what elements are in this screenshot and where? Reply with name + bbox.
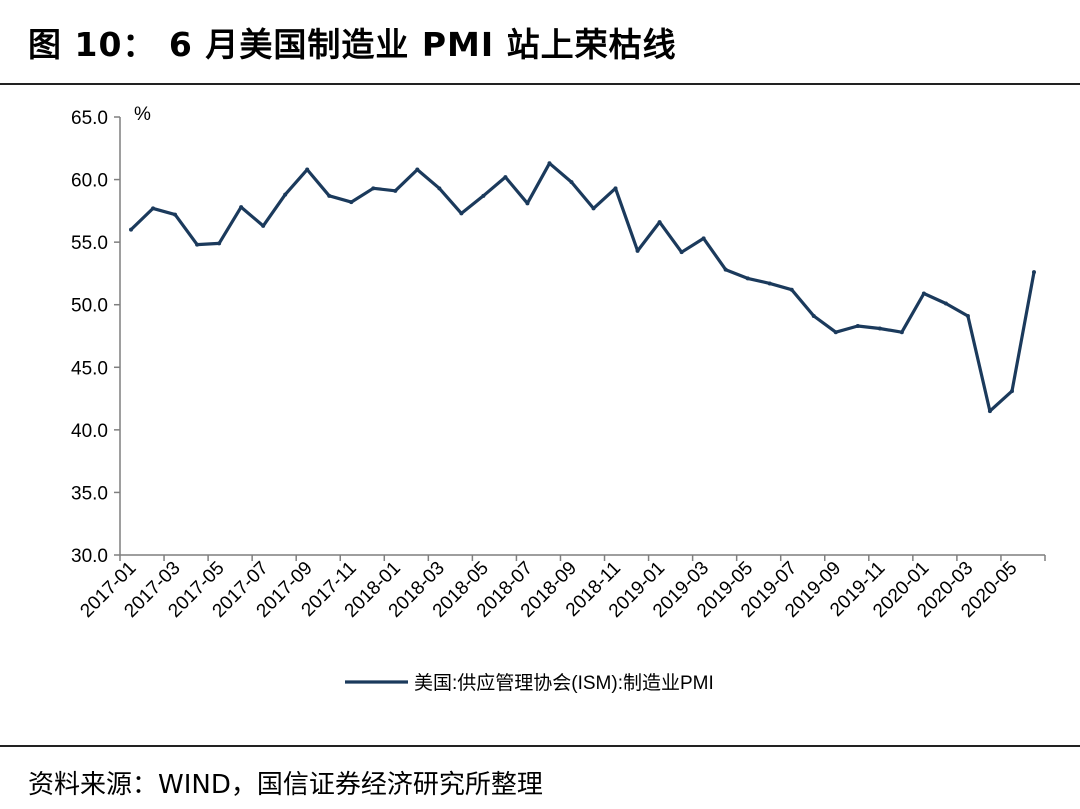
data-point-2018-04: [459, 211, 464, 216]
pmi-series-line: [129, 161, 1036, 413]
legend-label: 美国:供应管理协会(ISM):制造业PMI: [414, 672, 714, 694]
data-point-2019-11: [877, 326, 882, 331]
footer-divider: [0, 745, 1080, 747]
y-tick-label: 65.0: [71, 108, 108, 129]
data-point-2020-01: [921, 291, 926, 296]
data-point-2020-06: [1031, 270, 1036, 275]
pmi-line-chart: 30.0 35.0 40.0 45.0 50.0 55.0 60.0 65.0% 2017-0…: [71, 104, 1046, 694]
chart-panel: 30.0 35.0 40.0 45.0 50.0 55.0 60.0 65.0% 2017-0…: [10, 88, 1060, 724]
data-point-2019-08: [811, 313, 816, 318]
data-point-2017-06: [239, 205, 244, 210]
data-point-2017-12: [371, 186, 376, 191]
data-point-2018-03: [437, 186, 442, 191]
data-point-2017-03: [173, 212, 178, 217]
chart-title: 图 10： 6 月美国制造业 PMI 站上荣枯线: [28, 25, 677, 64]
data-point-2018-02: [415, 167, 420, 172]
data-point-2018-06: [503, 175, 508, 180]
y-tick-label: 40.0: [71, 421, 108, 442]
data-point-2018-08: [547, 161, 552, 166]
data-point-2018-11: [613, 186, 618, 191]
title-divider: [0, 83, 1080, 85]
y-axis: 30.0 35.0 40.0 45.0 50.0 55.0 60.0 65.0%: [71, 104, 151, 567]
data-point-2018-12: [635, 248, 640, 253]
data-point-2020-04: [987, 409, 992, 414]
data-point-2019-04: [723, 267, 728, 272]
x-axis: 2017-012017-032017-052017-072017-092017-…: [76, 554, 1046, 622]
data-point-2017-04: [195, 242, 200, 247]
data-point-2019-02: [679, 250, 684, 255]
data-point-2019-01: [657, 220, 662, 225]
data-point-2019-05: [745, 276, 750, 281]
data-point-2019-12: [899, 330, 904, 335]
series-layer: [129, 161, 1036, 414]
data-point-2019-03: [701, 236, 706, 241]
data-point-2017-02: [151, 206, 156, 211]
y-tick-label: 45.0: [71, 358, 108, 379]
y-tick-label: 55.0: [71, 233, 108, 254]
data-point-2020-03: [965, 313, 970, 318]
data-point-2019-06: [767, 281, 772, 286]
data-point-2018-05: [481, 193, 486, 198]
y-axis-unit-label: %: [134, 104, 151, 125]
y-tick-label: 50.0: [71, 296, 108, 317]
data-point-2019-07: [789, 287, 794, 292]
source-note: 资料来源：WIND，国信证券经济研究所整理: [28, 770, 543, 800]
data-point-2017-09: [305, 167, 310, 172]
legend: 美国:供应管理协会(ISM):制造业PMI: [345, 672, 714, 694]
data-point-2018-01: [393, 188, 398, 193]
y-tick-label: 35.0: [71, 483, 108, 504]
data-point-2017-08: [283, 192, 288, 197]
data-point-2017-11: [349, 200, 354, 205]
y-tick-label: 30.0: [71, 546, 108, 567]
data-point-2020-05: [1009, 389, 1014, 394]
y-tick-label: 60.0: [71, 171, 108, 192]
data-point-2017-10: [327, 193, 332, 198]
data-point-2018-10: [591, 206, 596, 211]
data-point-2018-09: [569, 180, 574, 185]
data-point-2017-05: [217, 241, 222, 246]
data-point-2017-01: [129, 227, 134, 232]
data-point-2018-07: [525, 201, 530, 206]
data-point-2017-07: [261, 223, 266, 228]
data-point-2020-02: [943, 301, 948, 306]
data-point-2019-09: [833, 330, 838, 335]
data-point-2019-10: [855, 323, 860, 328]
